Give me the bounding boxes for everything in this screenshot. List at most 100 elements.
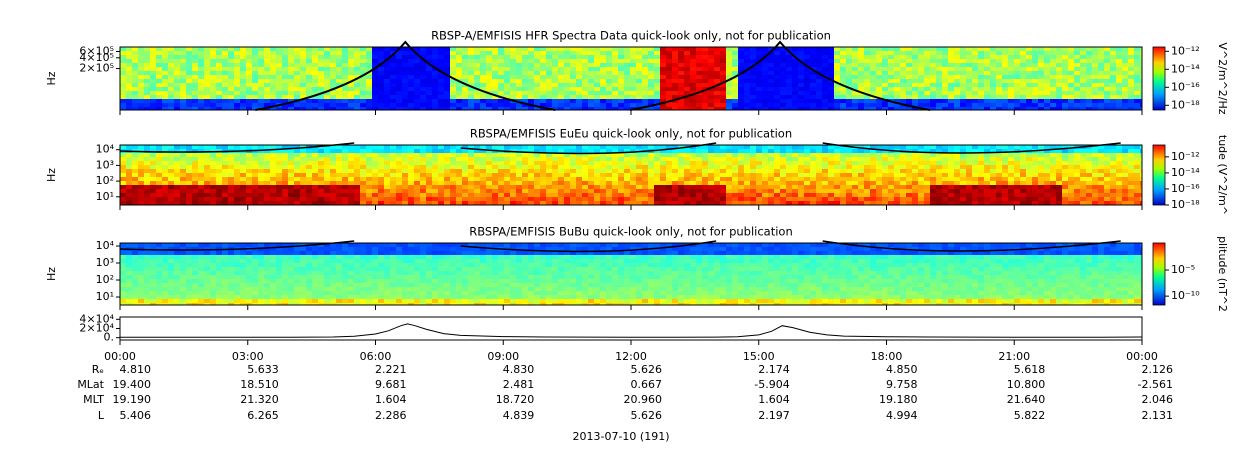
spectrogram-cell <box>768 99 774 103</box>
spectrogram-cell <box>924 189 930 193</box>
spectrogram-cell <box>204 107 210 110</box>
spectrogram-cell <box>1128 95 1134 99</box>
spectrogram-cell <box>822 99 828 103</box>
spectrogram-cell <box>150 193 156 197</box>
spectrogram-cell <box>1026 83 1032 87</box>
spectrogram-cell <box>204 189 210 193</box>
spectrogram-cell <box>1068 75 1074 79</box>
spectrogram-cell <box>606 157 612 161</box>
spectrogram-cell <box>294 71 300 75</box>
spectrogram-cell <box>558 99 564 103</box>
spectrogram-cell <box>282 99 288 103</box>
spectrogram-cell <box>774 161 780 165</box>
spectrogram-cell <box>258 197 264 201</box>
spectrogram-cell <box>474 145 480 149</box>
spectrogram-cell <box>1002 99 1008 103</box>
spectrogram-cell <box>942 51 948 55</box>
spectrogram-cell <box>180 67 186 71</box>
spectrogram-cell <box>336 87 342 91</box>
spectrogram-cell <box>1002 145 1008 149</box>
spectrogram-cell <box>210 165 216 169</box>
spectrogram-cell <box>900 99 906 103</box>
spectrogram-cell <box>756 79 762 83</box>
spectrogram-cell <box>138 95 144 99</box>
spectrogram-cell <box>414 169 420 173</box>
spectrogram-cell <box>954 161 960 165</box>
spectrogram-cell <box>618 99 624 103</box>
spectrogram-cell <box>120 153 126 157</box>
spectrogram-cell <box>276 55 282 59</box>
spectrogram-cell <box>354 145 360 149</box>
spectrogram-cell <box>372 87 378 91</box>
spectrogram-cell <box>1008 51 1014 55</box>
spectrogram-cell <box>900 63 906 67</box>
spectrogram-cell <box>456 99 462 103</box>
spectrogram-cell <box>540 55 546 59</box>
spectrogram-cell <box>390 51 396 55</box>
spectrogram-cell <box>564 83 570 87</box>
spectrogram-cell <box>306 87 312 91</box>
spectrogram-cell <box>966 161 972 165</box>
spectrogram-cell <box>306 91 312 95</box>
spectrogram-cell <box>714 91 720 95</box>
spectrogram-cell <box>378 91 384 95</box>
spectrogram-cell <box>660 67 666 71</box>
spectrogram-cell <box>990 161 996 165</box>
spectrogram-cell <box>330 161 336 165</box>
spectrogram-cell <box>630 201 636 205</box>
spectrogram-cell <box>480 201 486 205</box>
spectrogram-cell <box>1044 55 1050 59</box>
spectrogram-cell <box>270 145 276 149</box>
spectrogram-cell <box>396 185 402 189</box>
spectrogram-cell <box>468 157 474 161</box>
spectrogram-cell <box>126 79 132 83</box>
spectrogram-cell <box>426 177 432 181</box>
spectrogram-cell <box>306 197 312 201</box>
spectrogram-cell <box>900 169 906 173</box>
spectrogram-cell <box>294 181 300 185</box>
spectrogram-cell <box>774 193 780 197</box>
spectrogram-cell <box>522 189 528 193</box>
spectrogram-cell <box>972 67 978 71</box>
spectrogram-cell <box>888 165 894 169</box>
spectrogram-cell <box>1032 103 1038 107</box>
spectrogram-cell <box>786 79 792 83</box>
spectrogram-cell <box>732 173 738 177</box>
spectrogram-cell <box>222 197 228 201</box>
spectrogram-cell <box>618 165 624 169</box>
spectrogram-cell <box>492 201 498 205</box>
spectrogram-cell <box>138 201 144 205</box>
spectrogram-cell <box>414 47 420 51</box>
spectrogram-cell <box>402 55 408 59</box>
spectrogram-cell <box>138 153 144 157</box>
spectrogram-cell <box>246 197 252 201</box>
spectrogram-cell <box>546 47 552 51</box>
spectrogram-cell <box>438 47 444 51</box>
spectrogram-cell <box>654 63 660 67</box>
spectrogram-cell <box>1128 99 1134 103</box>
spectrogram-cell <box>954 201 960 205</box>
spectrogram-cell <box>192 165 198 169</box>
spectrogram-cell <box>444 75 450 79</box>
spectrogram-cell <box>984 189 990 193</box>
spectrogram-cell <box>990 79 996 83</box>
spectrogram-cell <box>558 67 564 71</box>
spectrogram-cell <box>846 201 852 205</box>
spectrogram-cell <box>816 181 822 185</box>
spectrogram-cell <box>1110 95 1116 99</box>
spectrogram-cell <box>552 181 558 185</box>
spectrogram-cell <box>516 87 522 91</box>
spectrogram-cell <box>516 103 522 107</box>
spectrogram-cell <box>420 103 426 107</box>
spectrogram-cell <box>342 197 348 201</box>
spectrogram-cell <box>546 99 552 103</box>
spectrogram-cell <box>1050 95 1056 99</box>
spectrogram-cell <box>594 103 600 107</box>
spectrogram-cell <box>834 181 840 185</box>
spectrogram-cell <box>312 91 318 95</box>
spectrogram-cell <box>498 153 504 157</box>
spectrogram-cell <box>804 177 810 181</box>
spectrogram-cell <box>966 75 972 79</box>
spectrogram-cell <box>126 47 132 51</box>
spectrogram-cell <box>216 173 222 177</box>
